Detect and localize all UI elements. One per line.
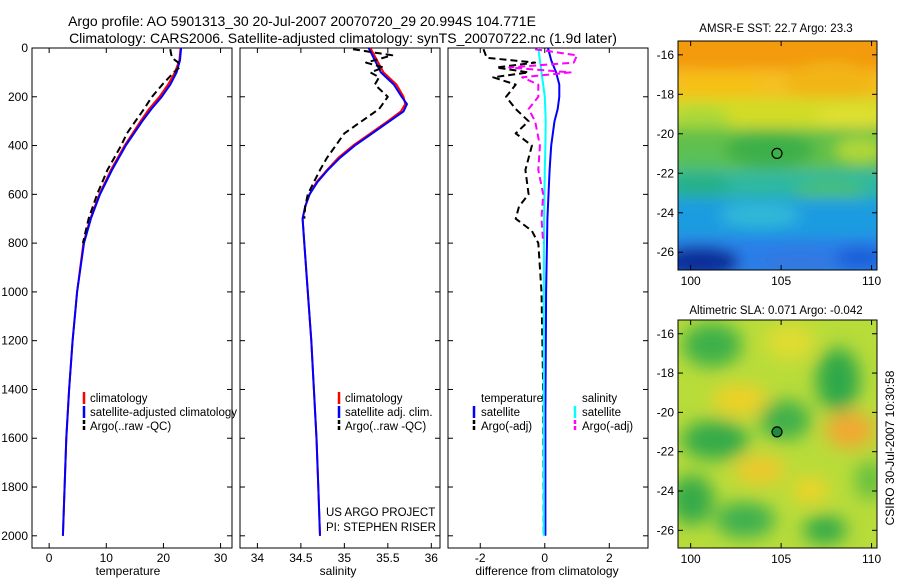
sst-map-panel: AMSR-E SST: 22.7 Argo: 23.3 [657, 23, 882, 288]
legend-label-climatology: climatology [345, 393, 403, 405]
lat-tick-label: -18 [657, 87, 675, 101]
legend-label-temp-satellite: satellite [481, 407, 520, 419]
difference-profile-panel: -2 0 2 difference from climatology tempera… [447, 47, 649, 578]
sst-argo-location-marker [771, 147, 783, 159]
lat-tick-label: -20 [657, 127, 675, 141]
salinity-axes-box [239, 47, 441, 549]
depth-tick-label: 0 [21, 41, 28, 55]
difference-axes-box [447, 47, 649, 549]
depth-tick-label: 1200 [1, 334, 28, 348]
lat-tick-label: -22 [657, 166, 675, 180]
salinity-legend: climatology satellite adj. clim. Argo(..… [337, 392, 433, 433]
legend-label-temp-argo: Argo(-adj) [481, 421, 532, 433]
lon-tick-label: 105 [771, 552, 791, 566]
temperature-legend: climatology satellite-adjusted climatolo… [82, 392, 237, 433]
salinity-axis-label: salinity [320, 564, 357, 578]
lat-tick-label: -16 [657, 48, 675, 62]
x-tick-label: 30 [214, 551, 228, 565]
project-credit-line2: PI: STEPHEN RISER [326, 522, 436, 534]
depth-tick-label: 1600 [1, 431, 28, 445]
lon-tick-label: 105 [771, 274, 791, 288]
series-line-salinity-satellite [537, 48, 547, 536]
x-tick-label: 34 [251, 551, 265, 565]
depth-tick-label: 1400 [1, 382, 28, 396]
legend-title-temperature: temperature [481, 393, 543, 405]
x-tick-label: 35.5 [376, 551, 400, 565]
project-credit-line1: US ARGO PROJECT [326, 507, 435, 519]
depth-tick-label: 1000 [1, 285, 28, 299]
series-line-argo-raw-qc [303, 48, 394, 219]
x-tick-label: 35 [338, 551, 352, 565]
legend-title-salinity: salinity [582, 393, 617, 405]
sst-map-title: AMSR-E SST: 22.7 Argo: 23.3 [699, 23, 852, 35]
legend-label-satellite: satellite adj. clim. [345, 407, 433, 419]
series-line-argo-raw-qc [81, 49, 181, 244]
lat-tick-label: -20 [657, 405, 675, 419]
csiro-timestamp-label: CSIRO 30-Jul-2007 10:30:58 [883, 370, 897, 525]
lon-tick-label: 100 [681, 274, 701, 288]
lat-tick-label: -26 [657, 245, 675, 259]
difference-axis-label: difference from climatology [475, 564, 618, 578]
sst-map-frame [677, 40, 878, 271]
series-line-temperature-satellite [544, 48, 561, 536]
series-line-temperature-argo-adj [482, 48, 545, 536]
depth-tick-label: 2000 [1, 529, 28, 543]
legend-label-argo: Argo(..raw -QC) [345, 421, 426, 433]
sla-map-title: Altimetric SLA: 0.071 Argo: -0.042 [689, 305, 862, 317]
temperature-axes-box [31, 47, 233, 549]
sst-lon-axis: 100 105 110 [681, 41, 881, 288]
series-line-salinity-argo-adj [508, 48, 578, 244]
lat-tick-label: -18 [657, 366, 675, 380]
depth-tick-label: 200 [8, 90, 28, 104]
temperature-axis-label: temperature [96, 564, 161, 578]
lon-tick-label: 110 [862, 274, 881, 288]
depth-tick-label: 400 [8, 139, 28, 153]
legend-label-sal-argo: Argo(-adj) [582, 421, 633, 433]
temperature-x-axis: 0 10 20 30 [46, 48, 228, 565]
lon-tick-label: 100 [681, 552, 701, 566]
depth-tick-label: 800 [8, 236, 28, 250]
sst-lat-axis: -16 -18 -20 -22 -24 -26 [657, 48, 877, 259]
x-tick-label: 2 [606, 551, 613, 565]
difference-legend: temperature salinity satellite Argo(-adj… [472, 393, 633, 433]
temperature-profile-panel: 0 200 400 600 800 1000 1200 1400 1600 1800 2000 0 1… [1, 41, 237, 578]
x-tick-label: 34.5 [289, 551, 313, 565]
depth-tick-label: 1800 [1, 480, 28, 494]
legend-label-argo: Argo(..raw -QC) [90, 421, 171, 433]
lat-tick-label: -26 [657, 523, 675, 537]
series-line-satellite-adjusted-climatology [61, 48, 183, 536]
x-tick-label: 36 [425, 551, 439, 565]
sst-heatmap [678, 41, 877, 270]
depth-axis: 0 200 400 600 800 1000 1200 1400 1600 1800 2000 [1, 41, 232, 543]
figure-title-line2: Climatology: CARS2006. Satellite-adjuste… [69, 30, 617, 46]
figure-title-line1: Argo profile: AO 5901313_30 20-Jul-2007 … [68, 13, 536, 29]
series-line-satellite-adj-clim [301, 48, 408, 536]
x-tick-label: 0 [46, 551, 53, 565]
sla-lat-axis: -16 -18 -20 -22 -24 -26 [657, 327, 877, 537]
salinity-x-axis: 34 34.5 35 35.5 36 [251, 48, 439, 565]
salinity-profile-panel: 34 34.5 35 35.5 36 salinity climatology sate… [239, 47, 441, 578]
sla-lon-axis: 100 105 110 [681, 320, 881, 566]
sla-map-panel: Altimetric SLA: 0.071 Argo: -0.042 -16-1… [657, 305, 882, 566]
x-tick-label: 10 [100, 551, 114, 565]
x-tick-label: -2 [475, 551, 486, 565]
lat-tick-label: -24 [657, 206, 675, 220]
legend-label-climatology: climatology [90, 393, 148, 405]
legend-label-sal-satellite: satellite [582, 407, 621, 419]
lat-tick-label: -24 [657, 484, 675, 498]
salinity-y-ticks [240, 47, 440, 537]
sla-argo-location-marker [771, 426, 783, 438]
sla-map-frame [677, 319, 878, 549]
lat-tick-label: -16 [657, 327, 675, 341]
depth-tick-label: 600 [8, 187, 28, 201]
lon-tick-label: 110 [862, 552, 881, 566]
difference-x-axis: -2 0 2 [475, 48, 613, 565]
legend-label-satellite: satellite-adjusted climatology [90, 407, 237, 419]
lat-tick-label: -22 [657, 445, 675, 459]
x-tick-label: 20 [157, 551, 171, 565]
difference-y-ticks [448, 47, 648, 537]
x-tick-label: 0 [541, 551, 548, 565]
